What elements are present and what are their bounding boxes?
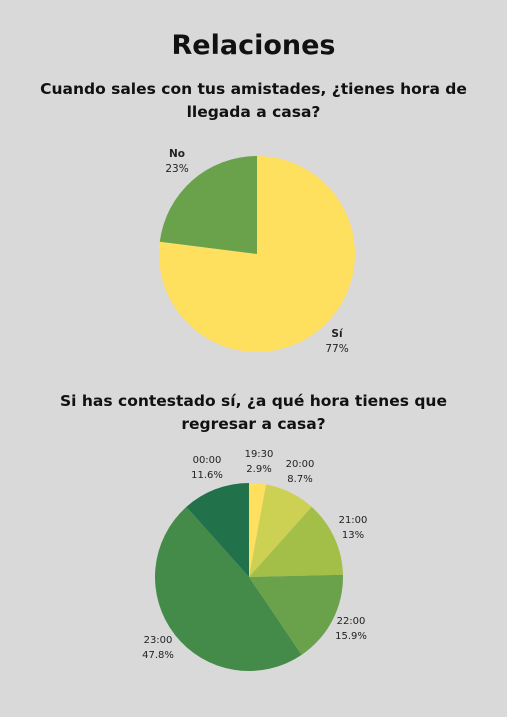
- slice-label: Sí: [331, 328, 344, 340]
- slice-label: 21:00: [339, 515, 368, 526]
- page-title: Relaciones: [171, 30, 336, 61]
- chart-2-title: Si has contestado sí, ¿a qué hora tienes…: [60, 392, 447, 433]
- slice-label: 23:00: [144, 635, 173, 646]
- pie-slice-s-: [159, 156, 355, 353]
- slice-label: 22:00: [337, 616, 366, 627]
- pie-slice-21-00: [249, 506, 343, 577]
- slice-label: 19:30: [245, 449, 274, 460]
- pie-chart-2: 19:30 2.9% 20:00 8.7% 21:00 13% 22:00 15.9% 23:0…: [142, 449, 367, 671]
- pie-chart-1: Sí 77% No 23%: [159, 148, 355, 355]
- pie-slice-23-00: [155, 506, 302, 671]
- pie-slice-22-00: [249, 574, 343, 655]
- slice-value-label: 11.6%: [191, 470, 223, 481]
- pie-slice-no: [159, 156, 257, 254]
- slice-value-label: 23%: [165, 163, 188, 175]
- slice-label: 20:00: [286, 459, 315, 470]
- chart-1-title: Cuando sales con tus amistades, ¿tienes …: [40, 80, 467, 121]
- slice-label: 00:00: [193, 455, 222, 466]
- slice-value-label: 13%: [342, 530, 364, 541]
- pie-slice-00-00: [186, 483, 249, 577]
- slice-value-label: 77%: [325, 343, 348, 355]
- pie-slice-19-30: [249, 483, 267, 577]
- slice-value-label: 2.9%: [246, 464, 271, 475]
- slice-value-label: 15.9%: [335, 631, 367, 642]
- pie-slice-20-00: [249, 484, 312, 577]
- slice-value-label: 8.7%: [287, 474, 312, 485]
- slice-value-label: 47.8%: [142, 650, 174, 661]
- slice-label: No: [169, 148, 185, 160]
